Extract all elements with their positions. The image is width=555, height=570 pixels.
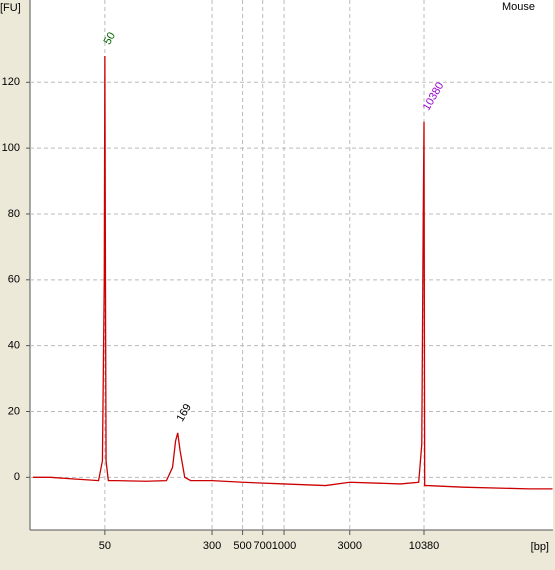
y-axis-label: [FU] [0,2,21,14]
y-tick-label: 60 [8,274,20,286]
x-tick-label: 700 [254,540,272,552]
y-tick-label: 20 [8,405,20,417]
x-tick-label: 50 [99,540,111,552]
y-tick-label: 0 [14,471,20,483]
x-tick-label: 300 [203,540,221,552]
y-tick-label: 80 [8,208,20,220]
chart-title: Mouse [502,1,535,13]
y-tick-label: 120 [2,76,20,88]
y-tick-label: 40 [8,340,20,352]
x-tick-label: 10380 [409,540,440,552]
peak-label: 50 [102,30,119,47]
x-axis-label: [bp] [531,541,549,553]
x-tick-label: 1000 [272,540,296,552]
trace [32,55,553,490]
x-tick-label: 500 [233,540,251,552]
x-tick-label: 3000 [338,540,362,552]
plot-area [30,0,553,530]
y-tick-label: 100 [2,142,20,154]
